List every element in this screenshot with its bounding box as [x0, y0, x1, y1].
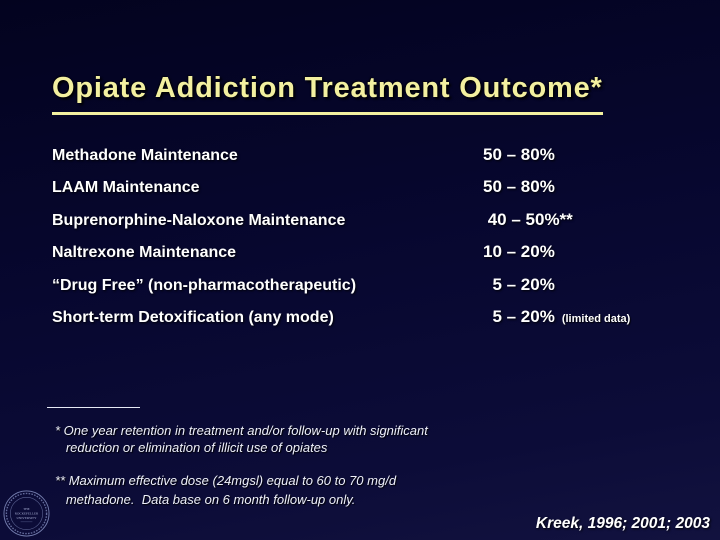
outcome-value: 5 – 20% [483, 306, 555, 326]
outcome-value: 40 – 50%** [483, 209, 573, 229]
seal-text-line: ROCKEFELLER [15, 511, 39, 515]
treatment-label: Buprenorphine-Naloxone Maintenance [52, 211, 346, 229]
table-row: Short-term Detoxification (any mode) 5 –… [52, 307, 702, 339]
outcome-value: 5 – 20% [483, 274, 555, 294]
treatment-label: Naltrexone Maintenance [52, 244, 237, 262]
footnote-retention: * One year retention in treatment and/or… [55, 423, 428, 455]
limited-data-note: (limited data) [561, 312, 631, 325]
university-seal-logo: THE ROCKEFELLER UNIVERSITY [3, 490, 50, 537]
footnote-dose: ** Maximum effective dose (24mgsl) equal… [55, 473, 397, 507]
table-row: Buprenorphine-Naloxone Maintenance 40 – … [52, 210, 702, 242]
citation: Kreek, 1996; 2001; 2003 [535, 515, 710, 532]
outcome-value: 50 – 80% [483, 177, 555, 197]
treatment-label: LAAM Maintenance [52, 179, 200, 197]
outcome-value: 50 – 80% [483, 145, 555, 164]
table-row: LAAM Maintenance 50 – 80% [52, 177, 702, 209]
treatment-label: Short-term Detoxification (any mode) [52, 308, 334, 326]
footnote-divider [47, 407, 140, 408]
treatment-label: “Drug Free” (non-pharmacotherapeutic) [52, 276, 357, 294]
seal-text-line: UNIVERSITY [17, 516, 38, 520]
seal-text-line: THE [23, 507, 29, 511]
slide-title: Opiate Addiction Treatment Outcome* [52, 72, 603, 115]
table-row: Methadone Maintenance 50 – 80% [52, 145, 702, 177]
treatment-label: Methadone Maintenance [52, 147, 238, 164]
outcome-table: Methadone Maintenance 50 – 80% LAAM Main… [52, 145, 702, 339]
table-row: “Drug Free” (non-pharmacotherapeutic) 5 … [52, 275, 702, 307]
outcome-value: 10 – 20% [483, 242, 555, 262]
table-row: Naltrexone Maintenance 10 – 20% [52, 242, 702, 274]
